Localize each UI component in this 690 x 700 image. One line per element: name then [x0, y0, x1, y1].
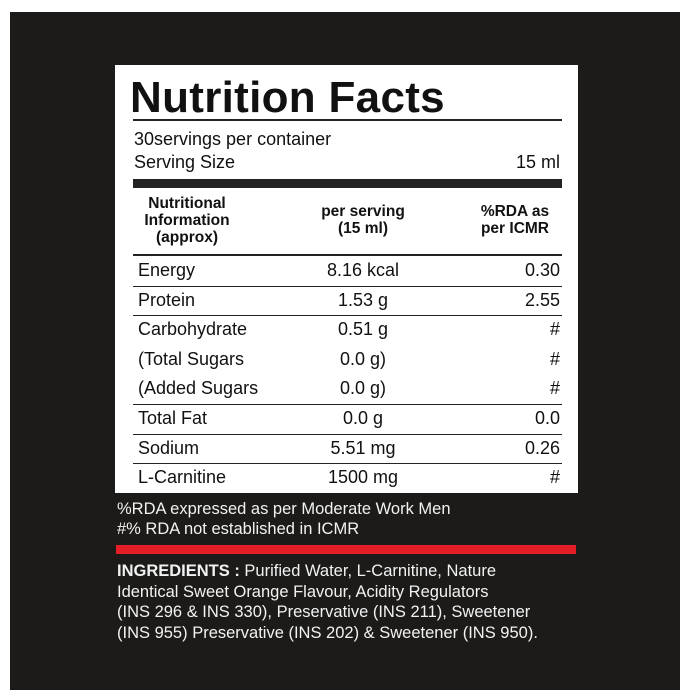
row-divider	[133, 404, 562, 405]
nutrient-row: Protein 1.53 g 2.55	[133, 286, 562, 315]
nutrient-row: Total Fat 0.0 g 0.0	[133, 404, 562, 433]
ingredients: INGREDIENTS : Purified Water, L-Carnitin…	[117, 561, 597, 643]
header-line: per serving	[321, 203, 405, 220]
header-line: Information	[144, 212, 230, 229]
servings-per-container: 30servings per container	[134, 129, 332, 149]
header-line: (approx)	[156, 229, 218, 246]
nutrient-name: Protein	[138, 289, 196, 310]
ingredients-line: Purified Water, L-Carnitine, Nature	[239, 562, 497, 580]
header-nutritional-info: Nutritional Information (approx)	[137, 195, 237, 246]
row-divider	[133, 463, 562, 465]
nutrient-row: (Total Sugars 0.0 g) #	[133, 345, 562, 374]
nutrient-amount: 0.0 g)	[339, 348, 387, 369]
row-divider	[133, 315, 562, 317]
ingredients-line: (INS 955) Preservative (INS 202) & Sweet…	[117, 623, 538, 642]
nutrient-rda: #	[549, 467, 560, 488]
nutrient-amount: 1500 mg	[327, 467, 399, 488]
nutrient-amount: 1.53 g	[337, 289, 389, 310]
nutrient-row: (Added Sugars 0.0 g) #	[133, 374, 562, 403]
nutrient-name: Carbohydrate	[138, 319, 248, 340]
nutrient-amount: 8.16 kcal	[326, 260, 400, 280]
header-line: Nutritional	[148, 195, 226, 212]
ingredients-line: Identical Sweet Orange Flavour, Acidity …	[117, 582, 489, 601]
nutrient-rda: #	[549, 378, 560, 399]
header-per-serving: per serving (15 ml)	[283, 203, 443, 237]
nutrient-row: Carbohydrate 0.51 g #	[133, 315, 562, 344]
divider	[133, 254, 562, 256]
nutrient-amount: 0.0 g)	[339, 378, 387, 399]
thick-divider	[133, 179, 562, 188]
nutrient-name: Total Fat	[138, 408, 208, 428]
nutrient-name: (Total Sugars	[138, 348, 245, 369]
divider	[133, 119, 562, 121]
serving-size-label: Serving Size	[134, 152, 236, 172]
nutrition-facts-panel: Nutrition Facts 30servings per container…	[115, 65, 578, 493]
nutrient-rda: 2.55	[524, 289, 560, 310]
header-line: (15 ml)	[338, 220, 388, 237]
header-line: %RDA as	[480, 203, 550, 220]
nutrient-row: Energy 8.16 kcal 0.30	[133, 256, 562, 285]
ingredients-line: (INS 296 & INS 330), Preservative (INS 2…	[117, 603, 531, 621]
nutrient-amount: 5.51 mg	[330, 437, 396, 458]
nutrient-name: Energy	[138, 260, 196, 280]
nutrient-row: L-Carnitine 1500 mg #	[133, 463, 562, 492]
nutrient-name: (Added Sugars	[138, 378, 259, 399]
nutrient-rda: 0.26	[524, 437, 560, 458]
serving-size-value: 15 ml	[515, 152, 560, 172]
row-divider	[133, 285, 562, 287]
ingredients-label: INGREDIENTS :	[117, 562, 240, 580]
nutrient-amount: 0.0 g	[342, 408, 384, 428]
footnote-hash: #% RDA not established in ICMR	[117, 520, 360, 538]
nutrient-rda: 0.0	[534, 408, 560, 428]
nutrient-rda: #	[549, 319, 560, 340]
accent-bar	[116, 545, 576, 554]
nutrient-amount: 0.51 g	[337, 319, 389, 340]
header-line: per ICMR	[480, 220, 550, 237]
nutrient-name: L-Carnitine	[138, 467, 227, 488]
header-rda: %RDA as per ICMR	[460, 203, 570, 237]
nutrient-name: Sodium	[138, 437, 200, 458]
nutrient-row: Sodium 5.51 mg 0.26	[133, 434, 562, 463]
footnote-rda: %RDA expressed as per Moderate Work Men	[117, 500, 451, 518]
row-divider	[133, 433, 562, 435]
nutrition-title: Nutrition Facts	[130, 73, 445, 122]
nutrient-rda: #	[549, 348, 560, 369]
nutrient-rda: 0.30	[524, 260, 560, 280]
